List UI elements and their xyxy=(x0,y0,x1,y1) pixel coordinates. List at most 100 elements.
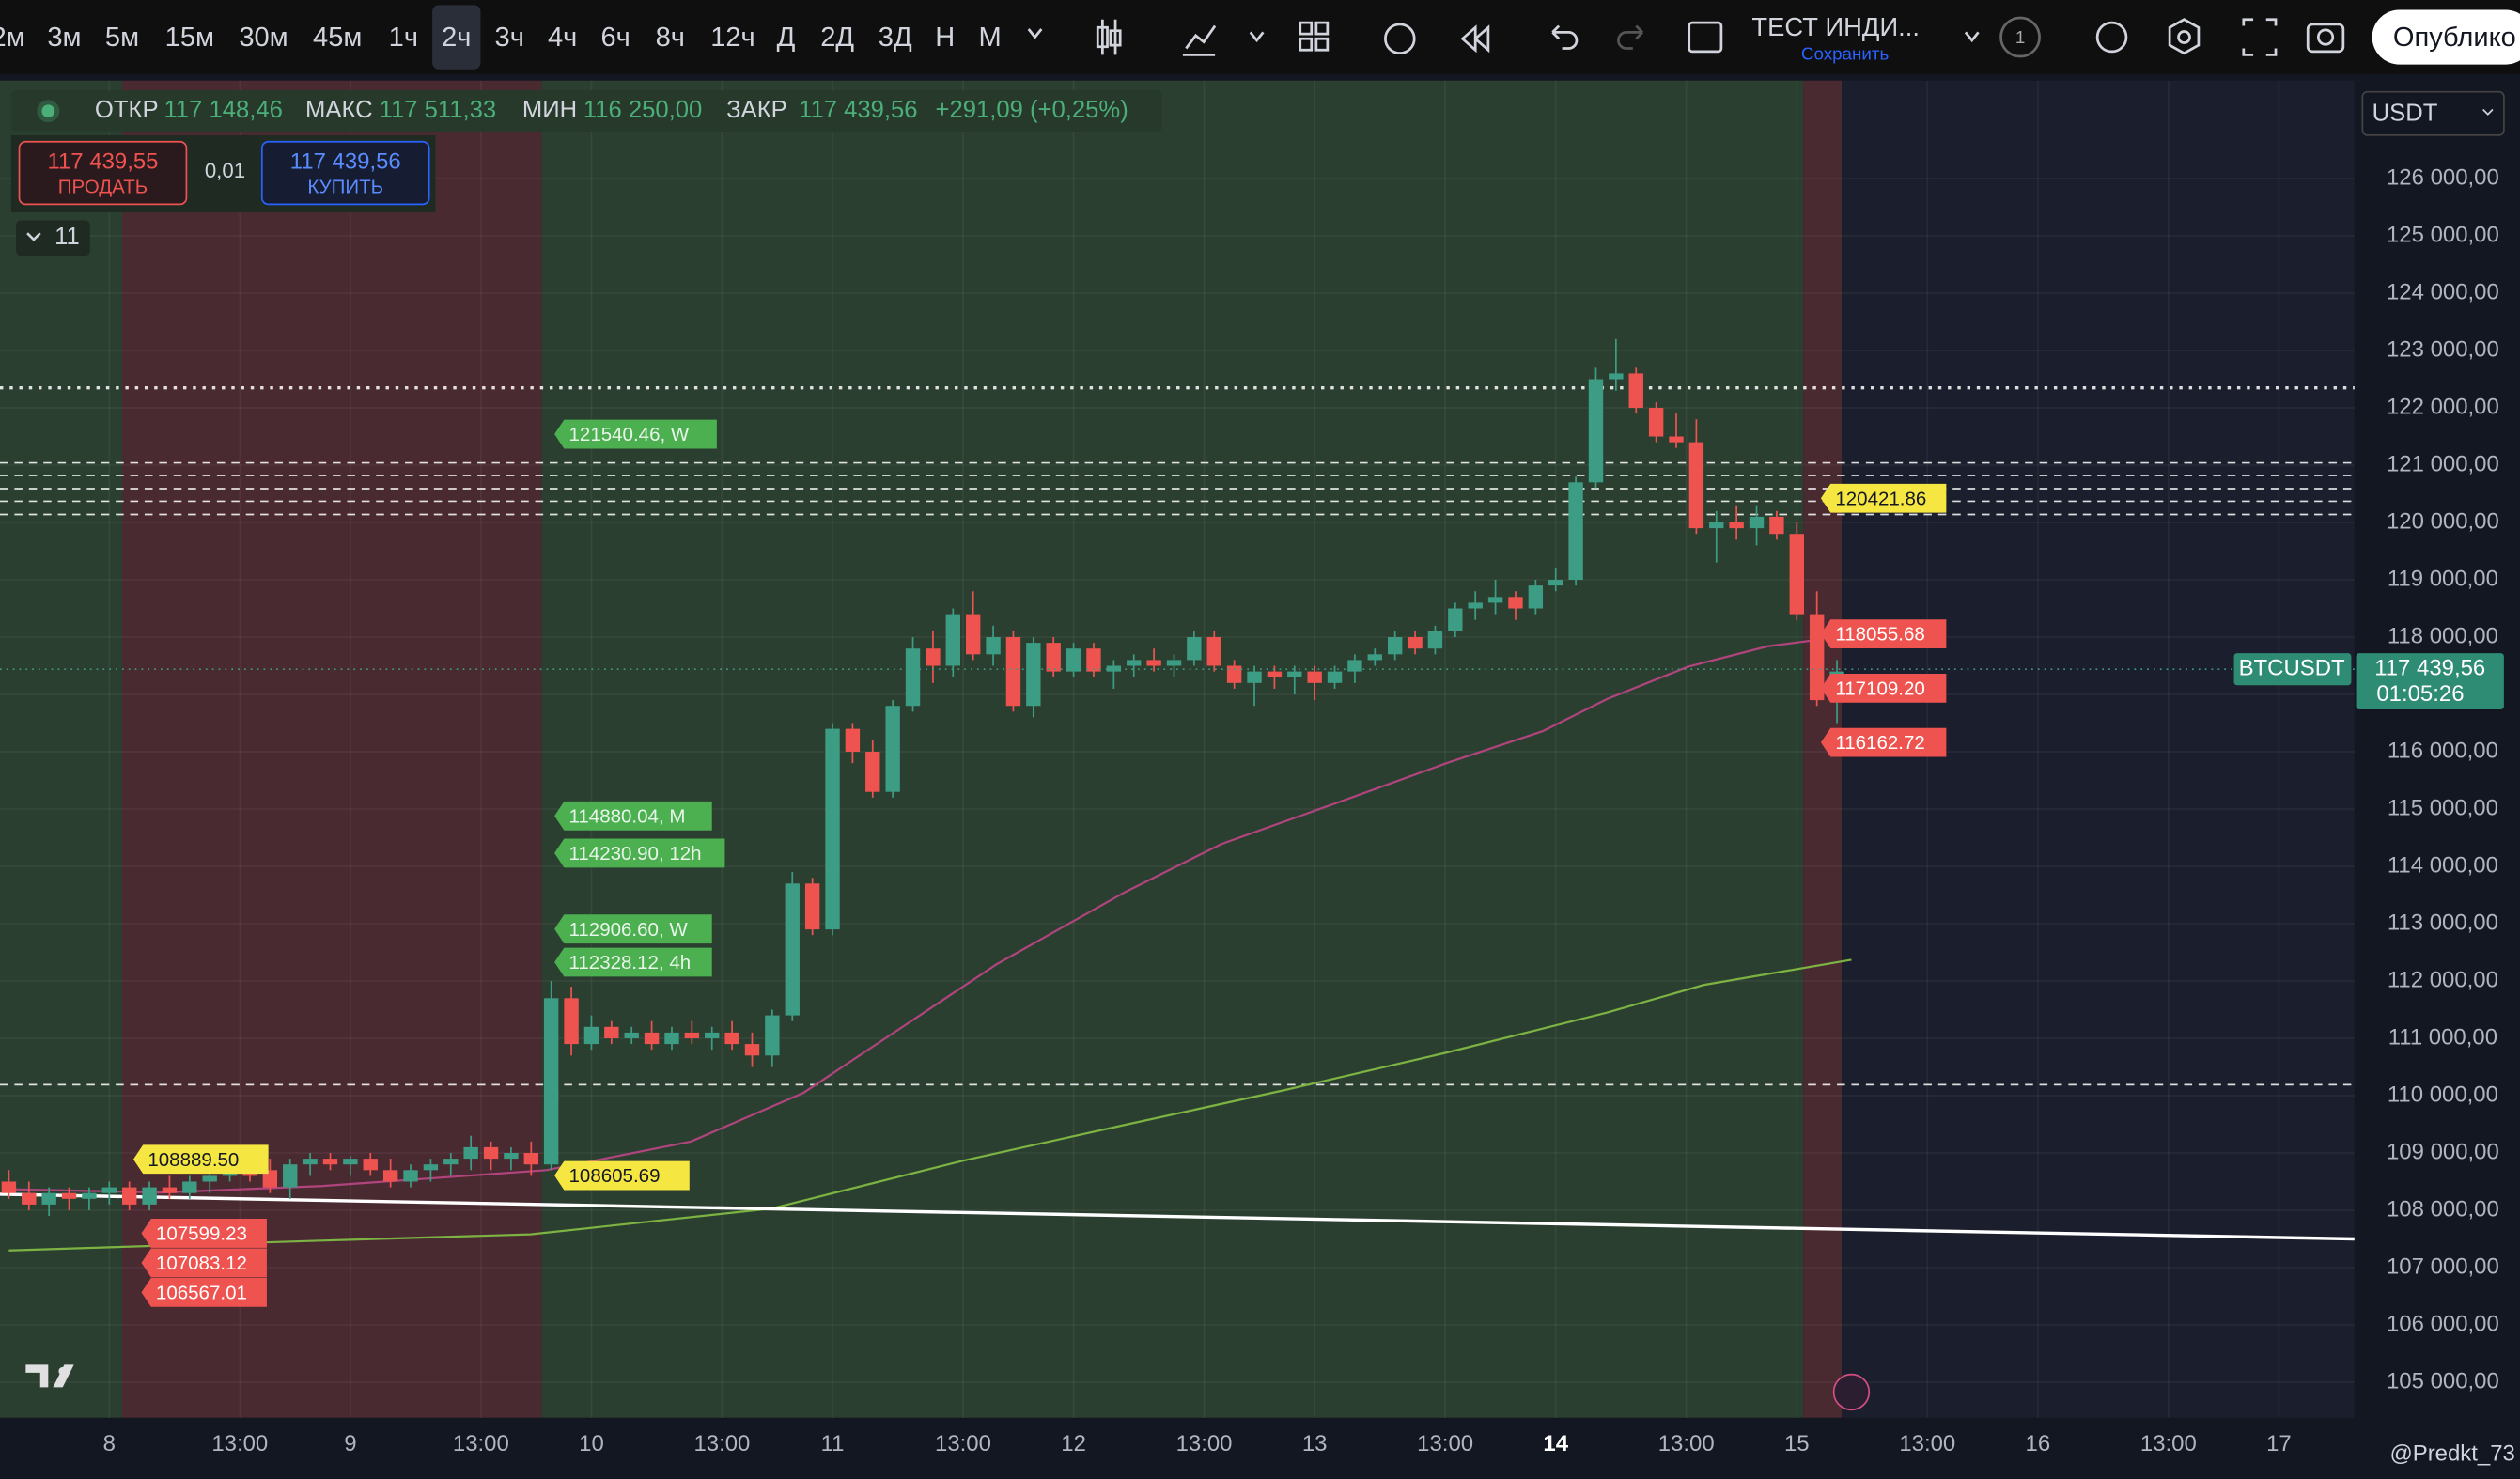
interval-button[interactable]: Д xyxy=(777,23,796,53)
interval-button[interactable]: 1ч xyxy=(389,23,418,53)
candle-body xyxy=(322,1159,338,1165)
redo-icon[interactable] xyxy=(1617,24,1644,50)
legend-box xyxy=(10,89,1162,132)
candle-body xyxy=(945,614,960,666)
dropdown-icon[interactable] xyxy=(1027,28,1043,39)
candle-body xyxy=(121,1187,137,1205)
candle-body xyxy=(1146,660,1161,666)
layout-icon[interactable] xyxy=(1314,37,1330,52)
candle-body xyxy=(1347,660,1362,672)
undo-icon[interactable] xyxy=(1551,24,1579,50)
interval-button[interactable]: 3м xyxy=(47,23,81,53)
y-tick-label: 123 000,00 xyxy=(2387,336,2499,362)
layout-icon[interactable] xyxy=(1299,21,1314,36)
y-tick-label: 111 000,00 xyxy=(2388,1024,2497,1050)
replay-icon[interactable] xyxy=(1460,24,1490,54)
quick-search-icon[interactable] xyxy=(2095,21,2128,54)
alert-badge[interactable] xyxy=(1999,16,2041,58)
interval-button[interactable]: 3ч xyxy=(495,23,524,53)
candle-body xyxy=(1548,580,1563,586)
x-tick-label: 13:00 xyxy=(453,1431,509,1456)
candle-body xyxy=(22,1192,37,1205)
interval-button[interactable]: Н xyxy=(935,23,955,53)
low-value: 116 250,00 xyxy=(583,97,702,123)
dropdown-icon[interactable] xyxy=(1249,31,1265,43)
sell-button[interactable] xyxy=(18,140,188,206)
settings-icon xyxy=(2177,30,2191,44)
interval-button[interactable]: М xyxy=(979,23,1002,53)
price-tag xyxy=(1820,673,1947,703)
candle-body xyxy=(1187,637,1202,661)
snapshot-icon[interactable] xyxy=(2306,23,2345,54)
price-tag-label: 114230.90, 12h xyxy=(569,843,702,864)
price-tag-label: 112328.12, 4h xyxy=(569,952,692,973)
save-label[interactable]: Сохранить xyxy=(1801,43,1890,63)
interval-button[interactable]: 8ч xyxy=(656,23,685,53)
candle-body xyxy=(1448,608,1463,631)
candle-body xyxy=(283,1164,298,1188)
publish-label: Опублико xyxy=(2393,23,2516,53)
candle-body xyxy=(343,1159,358,1165)
flash-icon[interactable] xyxy=(1832,1373,1871,1411)
alert-icon[interactable] xyxy=(1384,23,1416,55)
publish-button[interactable] xyxy=(2372,9,2520,65)
y-tick-label: 126 000,00 xyxy=(2387,164,2499,190)
candle-body xyxy=(865,752,880,792)
layout-icon[interactable] xyxy=(1314,21,1330,36)
y-tick-label: 125 000,00 xyxy=(2387,222,2499,247)
session-zone xyxy=(0,80,122,1418)
price-tag-label: 106567.01 xyxy=(156,1283,247,1304)
candle-body xyxy=(705,1032,720,1039)
layout-select-icon[interactable] xyxy=(1688,21,1723,54)
currency-select[interactable] xyxy=(2361,90,2505,136)
spread: 0,01 xyxy=(205,159,245,182)
indicators-toggle[interactable] xyxy=(16,220,90,257)
candle-body xyxy=(905,648,921,707)
candle-body xyxy=(1408,637,1423,649)
candle-body xyxy=(1026,643,1041,707)
candle-body xyxy=(1327,671,1343,683)
price-tag xyxy=(141,1278,267,1307)
interval-button[interactable]: 2Д xyxy=(820,23,854,53)
candle-body xyxy=(724,1032,739,1045)
high-value: 117 511,33 xyxy=(380,97,497,123)
change-value: +291,09 (+0,25%) xyxy=(935,97,1128,123)
countdown-label: 01:05:26 xyxy=(2376,681,2464,707)
interval-button[interactable]: 2м xyxy=(0,23,25,53)
settings-icon[interactable] xyxy=(2168,18,2201,55)
price-tag xyxy=(554,801,712,831)
candle-body xyxy=(825,728,840,930)
interval-button[interactable]: 15м xyxy=(165,23,214,53)
y-tick-label: 107 000,00 xyxy=(2387,1253,2499,1279)
interval-button[interactable]: 4ч xyxy=(548,23,577,53)
indicators-icon[interactable] xyxy=(1182,24,1217,56)
x-tick-label: 14 xyxy=(1543,1431,1568,1456)
close-value: 117 439,56 xyxy=(799,97,917,123)
x-tick-label: 13:00 xyxy=(211,1431,268,1456)
interval-button[interactable]: 3Д xyxy=(879,23,912,53)
candle-body xyxy=(1307,671,1322,683)
fullscreen-icon[interactable] xyxy=(2242,18,2278,56)
dropdown-icon[interactable] xyxy=(1964,31,1980,43)
x-tick-label: 8 xyxy=(103,1431,116,1456)
buy-price: 117 439,56 xyxy=(290,148,401,174)
interval-button[interactable]: 5м xyxy=(105,23,139,53)
candle-body xyxy=(1628,373,1643,409)
interval-button[interactable]: 30м xyxy=(239,23,288,53)
layout-icon[interactable] xyxy=(1299,37,1314,52)
candle-body xyxy=(1367,654,1382,661)
candle-body xyxy=(443,1159,459,1165)
chart-type-icon[interactable] xyxy=(1096,19,1122,55)
layout-name[interactable]: ТЕСТ ИНДИ... xyxy=(1751,12,1920,41)
interval-button[interactable]: 12ч xyxy=(710,23,754,53)
buy-button[interactable] xyxy=(260,140,430,206)
interval-button[interactable]: 2ч xyxy=(442,23,471,53)
line-series xyxy=(8,638,1816,1194)
price-tag-label: 107599.23 xyxy=(156,1223,247,1245)
candle-body xyxy=(363,1159,378,1171)
interval-button[interactable]: 45м xyxy=(313,23,362,53)
last-price-label: 117 439,56 xyxy=(2374,656,2485,681)
candle-body xyxy=(1669,436,1684,443)
candle-body xyxy=(1729,522,1744,529)
interval-button[interactable]: 6ч xyxy=(600,23,630,53)
